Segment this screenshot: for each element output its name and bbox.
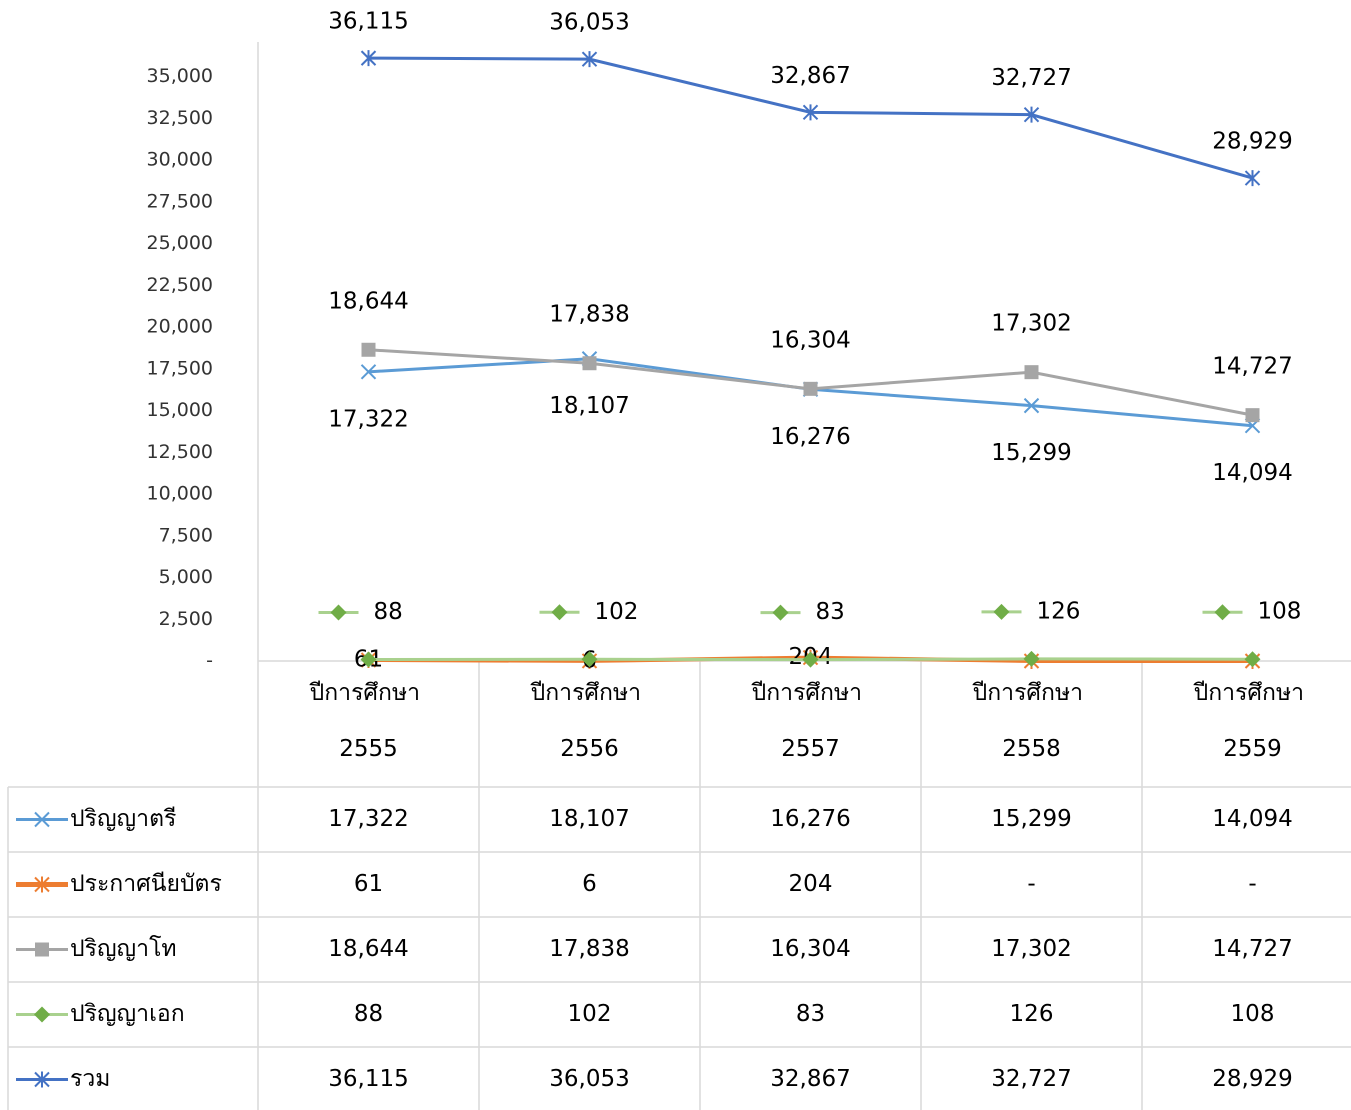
marker — [1023, 397, 1040, 414]
data-label: 16,304 — [770, 327, 850, 353]
data-label: 83 — [816, 599, 845, 625]
y-tick-label: 35,000 — [147, 65, 213, 87]
y-tick-label: 32,500 — [147, 107, 213, 129]
marker — [1245, 408, 1260, 423]
data-label: 14,094 — [1212, 460, 1292, 486]
y-tick-label: 15,000 — [147, 399, 213, 421]
y-tick-label: 2,500 — [159, 608, 213, 630]
data-label: 88 — [374, 599, 403, 625]
data-label: 18,644 — [328, 288, 408, 314]
x-tick-label: ปีการศึกษา 2556 — [530, 680, 648, 762]
data-label: 32,727 — [991, 65, 1071, 91]
table-cell: 18,107 — [549, 806, 629, 832]
legend-label: ปริญญาโท — [70, 935, 177, 962]
marker — [35, 942, 49, 957]
data-label: 17,322 — [328, 406, 408, 432]
y-tick-label: 30,000 — [147, 149, 213, 171]
table-cell: 126 — [1010, 1001, 1054, 1027]
marker — [581, 51, 598, 68]
data-label: 17,302 — [991, 311, 1071, 337]
marker — [993, 603, 1010, 620]
y-tick-label: - — [206, 650, 213, 672]
marker — [330, 604, 347, 621]
x-tick-label: ปีการศึกษา 2555 — [309, 680, 427, 762]
data-label: 17,838 — [549, 302, 629, 328]
marker — [1023, 106, 1040, 123]
data-label: 108 — [1258, 599, 1302, 625]
table-cell: 36,115 — [328, 1066, 408, 1092]
table-cell: 18,644 — [328, 936, 408, 962]
table-cell: 108 — [1231, 1001, 1275, 1027]
legend-label: ปริญญาตรี — [70, 806, 176, 832]
data-label: 15,299 — [991, 440, 1071, 466]
data-label: 16,276 — [770, 424, 850, 450]
marker — [1023, 650, 1040, 667]
data-label: 14,727 — [1212, 354, 1292, 380]
marker — [551, 604, 568, 621]
table-cell: 17,838 — [549, 936, 629, 962]
marker — [34, 876, 50, 893]
y-tick-label: 17,500 — [147, 357, 213, 379]
y-tick-label: 10,000 — [147, 483, 213, 505]
table-cell: 14,094 — [1212, 806, 1292, 832]
table-cell: 16,304 — [770, 936, 850, 962]
legend-label: ปริญญาเอก — [70, 1001, 185, 1027]
marker — [34, 811, 50, 828]
x-tick-label: ปีการศึกษา 2559 — [1193, 680, 1311, 762]
marker — [360, 651, 377, 668]
marker — [772, 604, 789, 621]
marker — [1244, 651, 1261, 668]
y-tick-label: 5,000 — [159, 566, 213, 588]
data-label: 18,107 — [549, 393, 629, 419]
table-cell: 36,053 — [549, 1066, 629, 1092]
data-label: 126 — [1037, 598, 1081, 624]
marker — [582, 356, 597, 371]
data-label: 28,929 — [1212, 129, 1292, 155]
marker — [34, 1006, 50, 1023]
marker — [802, 651, 819, 668]
marker — [360, 364, 377, 380]
table-cell: 14,727 — [1212, 936, 1292, 962]
table-cell: 15,299 — [991, 806, 1071, 832]
table-cell: 83 — [796, 1001, 825, 1027]
table-cell: 102 — [568, 1001, 612, 1027]
y-tick-label: 22,500 — [147, 274, 213, 296]
table-cell: 204 — [789, 871, 833, 897]
x-tick-label: ปีการศึกษา 2557 — [751, 680, 869, 762]
marker — [1024, 365, 1039, 380]
marker — [360, 50, 377, 67]
y-tick-label: 27,500 — [147, 190, 213, 212]
table-cell: 17,302 — [991, 936, 1071, 962]
table-cell: 16,276 — [770, 806, 850, 832]
y-tick-label: 20,000 — [147, 316, 213, 338]
marker — [1214, 604, 1231, 621]
legend-label: ประกาศนียบัตร — [70, 871, 222, 897]
marker — [803, 381, 818, 396]
table-cell: - — [1027, 871, 1035, 897]
marker — [581, 651, 598, 668]
y-tick-label: 7,500 — [159, 524, 213, 546]
table-cell: 88 — [354, 1001, 383, 1027]
marker — [1244, 170, 1261, 187]
legend-label: รวม — [70, 1066, 110, 1092]
table-cell: 32,867 — [770, 1066, 850, 1092]
marker — [34, 1071, 50, 1088]
table-cell: - — [1248, 871, 1256, 897]
marker — [361, 342, 376, 357]
table-cell: 17,322 — [328, 806, 408, 832]
data-label: 102 — [595, 599, 639, 625]
table-cell: 6 — [582, 871, 597, 897]
data-label: 36,053 — [549, 10, 629, 36]
table-cell: 61 — [354, 871, 383, 897]
x-tick-label: ปีการศึกษา 2558 — [972, 680, 1090, 762]
table-cell: 28,929 — [1212, 1066, 1292, 1092]
data-label: 32,867 — [770, 63, 850, 89]
marker — [802, 104, 819, 121]
data-label: 36,115 — [328, 9, 408, 35]
y-tick-label: 25,000 — [147, 232, 213, 254]
y-tick-label: 12,500 — [147, 441, 213, 463]
table-cell: 32,727 — [991, 1066, 1071, 1092]
